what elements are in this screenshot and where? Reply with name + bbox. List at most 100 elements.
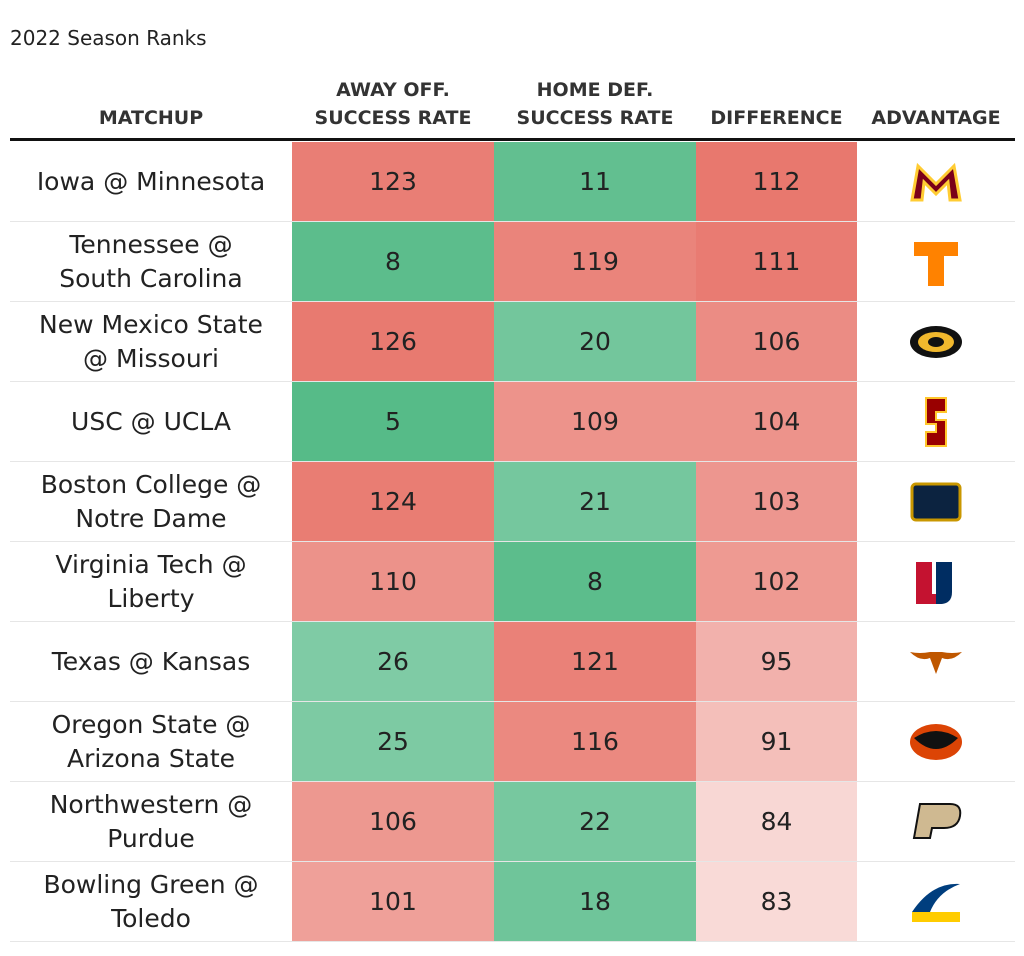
difference-cell: 95 [696, 622, 857, 702]
home-value: 18 [579, 886, 611, 916]
table-row: New Mexico State @ Missouri 126 20 106 [10, 302, 1015, 382]
difference-cell: 112 [696, 142, 857, 222]
title: 2022 Season Ranks [10, 26, 207, 50]
table-row: Boston College @ Notre Dame 124 21 103 [10, 462, 1015, 542]
table-row: Texas @ Kansas 26 121 95 [10, 622, 1015, 702]
matchup-cell: Virginia Tech @ Liberty [10, 542, 292, 622]
home-cell: 18 [494, 862, 696, 942]
matchup-text: Purdue [107, 823, 195, 853]
header-text: DIFFERENCE [710, 107, 843, 129]
away-cell: 110 [292, 542, 494, 622]
header-cell: ADVANTAGE [857, 72, 1015, 138]
team-logo [910, 651, 962, 674]
table-row: USC @ UCLA 5 109 104 [10, 382, 1015, 462]
home-cell: 116 [494, 702, 696, 782]
away-cell: 8 [292, 222, 494, 302]
home-value: 22 [579, 806, 611, 836]
matchup-cell: USC @ UCLA [10, 382, 292, 462]
difference-cell: 104 [696, 382, 857, 462]
advantage-cell [857, 862, 1015, 942]
away-cell: 26 [292, 622, 494, 702]
away-value: 124 [369, 486, 417, 516]
difference-cell: 83 [696, 862, 857, 942]
home-value: 116 [571, 726, 619, 756]
home-cell: 21 [494, 462, 696, 542]
advantage-cell [857, 462, 1015, 542]
matchup-text: Northwestern @ [49, 789, 253, 819]
advantage-cell [857, 782, 1015, 862]
away-value: 126 [369, 326, 417, 356]
home-cell: 109 [494, 382, 696, 462]
matchup-text: Boston College @ [40, 469, 262, 499]
home-cell: 8 [494, 542, 696, 622]
team-logo [910, 325, 962, 358]
matchup-cell: New Mexico State @ Missouri [10, 302, 292, 382]
home-cell: 11 [494, 142, 696, 222]
difference-value: 84 [760, 806, 793, 836]
home-cell: 22 [494, 782, 696, 862]
home-value: 21 [579, 486, 611, 516]
advantage-cell [857, 622, 1015, 702]
home-value: 8 [587, 566, 603, 596]
advantage-cell [857, 302, 1015, 382]
home-value: 109 [571, 406, 619, 436]
header-text: HOME DEF. [536, 79, 654, 101]
away-value: 5 [385, 406, 401, 436]
table-header: MATCHUP AWAY OFF. SUCCESS RATE HOME DEF. SUC… [10, 72, 1015, 141]
table-row: Virginia Tech @ Liberty 110 8 102 [10, 542, 1015, 622]
away-value: 25 [377, 726, 409, 756]
matchup-text: South Carolina [59, 263, 243, 293]
team-logo [925, 396, 947, 447]
difference-cell: 102 [696, 542, 857, 622]
home-cell: 119 [494, 222, 696, 302]
away-value: 26 [377, 646, 409, 676]
home-value: 20 [579, 326, 611, 356]
matchup-text: Arizona State [66, 743, 236, 773]
home-value: 11 [579, 166, 611, 196]
table-row: Northwestern @ Purdue 106 22 84 [10, 782, 1015, 862]
matchup-cell: Tennessee @ South Carolina [10, 222, 292, 302]
matchup-text: Tennessee @ [69, 229, 233, 259]
away-value: 8 [385, 246, 401, 276]
team-logo [912, 883, 960, 922]
matchup-text: Notre Dame [75, 503, 227, 533]
away-cell: 106 [292, 782, 494, 862]
away-cell: 124 [292, 462, 494, 542]
advantage-cell [857, 382, 1015, 462]
advantage-cell [857, 542, 1015, 622]
matchup-cell: Bowling Green @ Toledo [10, 862, 292, 942]
difference-value: 112 [752, 166, 801, 196]
team-logo [910, 482, 962, 521]
header-text: AWAY OFF. [336, 79, 450, 101]
matchup-text: Virginia Tech @ [55, 549, 247, 579]
team-logo [914, 241, 958, 286]
away-cell: 123 [292, 142, 494, 222]
matchup-text: Texas @ Kansas [51, 646, 251, 676]
header-cell: MATCHUP [10, 72, 292, 138]
matchup-text: Iowa @ Minnesota [36, 166, 266, 196]
difference-value: 104 [752, 406, 801, 436]
matchup-cell: Iowa @ Minnesota [10, 142, 292, 222]
team-logo [912, 802, 962, 839]
table-row: Iowa @ Minnesota 123 11 112 [10, 142, 1015, 222]
header-cell: HOME DEF. SUCCESS RATE [494, 72, 696, 138]
team-logo [910, 162, 962, 201]
team-logo [916, 561, 952, 604]
team-logo [910, 723, 962, 760]
away-cell: 101 [292, 862, 494, 942]
home-cell: 20 [494, 302, 696, 382]
away-cell: 126 [292, 302, 494, 382]
table-row: Oregon State @ Arizona State 25 116 91 [10, 702, 1015, 782]
difference-cell: 103 [696, 462, 857, 542]
header-text: SUCCESS RATE [314, 107, 472, 129]
matchup-text: USC @ UCLA [71, 406, 231, 436]
away-cell: 25 [292, 702, 494, 782]
matchup-cell: Texas @ Kansas [10, 622, 292, 702]
matchup-text: Bowling Green @ [43, 869, 259, 899]
difference-value: 83 [760, 886, 793, 916]
advantage-cell [857, 222, 1015, 302]
away-value: 110 [369, 566, 417, 596]
away-cell: 5 [292, 382, 494, 462]
away-value: 101 [369, 886, 417, 916]
